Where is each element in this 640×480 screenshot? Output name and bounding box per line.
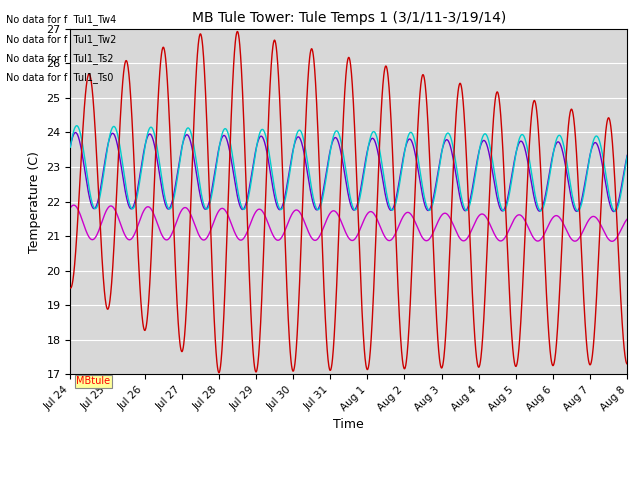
Line: Tul1_Ts-8cm: Tul1_Ts-8cm [70, 126, 627, 211]
Tul1_Tw+10cm [67, 285, 74, 291]
Tul1_Ts-8cm [623, 153, 631, 159]
Tul1_Tw+10cm [506, 290, 513, 296]
Tul1_Ts-32cm [70, 202, 77, 208]
Tul1_Ts-32cm [337, 219, 345, 225]
Line: Tul1_Ts-32cm: Tul1_Ts-32cm [70, 205, 627, 241]
Tul1_Ts-8cm [95, 197, 103, 203]
Tul1_Ts-8cm [607, 200, 615, 206]
Tul1_Tw+10cm [323, 343, 331, 349]
Y-axis label: Temperature (C): Temperature (C) [28, 151, 41, 252]
Text: No data for f  Tul1_Tw2: No data for f Tul1_Tw2 [6, 34, 116, 45]
Tul1_Ts-8cm [323, 171, 330, 177]
Tul1_Tw+10cm [215, 370, 223, 376]
Tul1_Ts-32cm [607, 238, 615, 244]
Tul1_Ts-32cm [67, 205, 74, 211]
Tul1_Ts-16cm [607, 206, 615, 212]
Title: MB Tule Tower: Tule Temps 1 (3/1/11-3/19/14): MB Tule Tower: Tule Temps 1 (3/1/11-3/19… [191, 11, 506, 25]
Legend: Tul1_Tw+10cm, Tul1_Ts-8cm, Tul1_Ts-16cm, Tul1_Ts-32cm: Tul1_Tw+10cm, Tul1_Ts-8cm, Tul1_Ts-16cm,… [127, 477, 570, 480]
Line: Tul1_Tw+10cm: Tul1_Tw+10cm [70, 32, 627, 373]
Tul1_Tw+10cm [623, 361, 631, 367]
Tul1_Ts-16cm [623, 153, 631, 158]
Text: No data for f  Tul1_Ts0: No data for f Tul1_Ts0 [6, 72, 114, 83]
Line: Tul1_Ts-16cm: Tul1_Ts-16cm [70, 132, 627, 212]
Tul1_Ts-16cm [72, 130, 79, 135]
Tul1_Ts-32cm [505, 227, 513, 232]
Tul1_Ts-32cm [323, 217, 330, 223]
Tul1_Ts-32cm [623, 216, 631, 222]
Tul1_Ts-8cm [607, 202, 615, 207]
Tul1_Ts-16cm [323, 168, 330, 173]
X-axis label: Time: Time [333, 418, 364, 431]
Tul1_Ts-16cm [337, 152, 345, 158]
Tul1_Ts-16cm [610, 209, 618, 215]
Tul1_Ts-16cm [95, 193, 103, 199]
Tul1_Ts-8cm [505, 192, 513, 198]
Tul1_Tw+10cm [607, 128, 615, 134]
Tul1_Ts-32cm [608, 239, 616, 244]
Text: No data for f  Tul1_Tw4: No data for f Tul1_Tw4 [6, 14, 116, 25]
Tul1_Tw+10cm [95, 196, 102, 202]
Tul1_Tw+10cm [338, 154, 346, 159]
Tul1_Ts-16cm [607, 205, 615, 211]
Tul1_Tw+10cm [234, 29, 241, 35]
Tul1_Tw+10cm [608, 131, 616, 136]
Tul1_Ts-16cm [505, 188, 513, 194]
Tul1_Ts-32cm [607, 239, 615, 244]
Tul1_Ts-8cm [67, 144, 74, 150]
Text: No data for f  Tul1_Ts2: No data for f Tul1_Ts2 [6, 53, 114, 64]
Tul1_Ts-16cm [67, 143, 74, 149]
Tul1_Ts-8cm [337, 141, 345, 146]
Tul1_Ts-32cm [95, 227, 103, 233]
Tul1_Ts-8cm [73, 123, 81, 129]
Tul1_Ts-8cm [611, 208, 619, 214]
Text: MBtule: MBtule [76, 376, 110, 386]
